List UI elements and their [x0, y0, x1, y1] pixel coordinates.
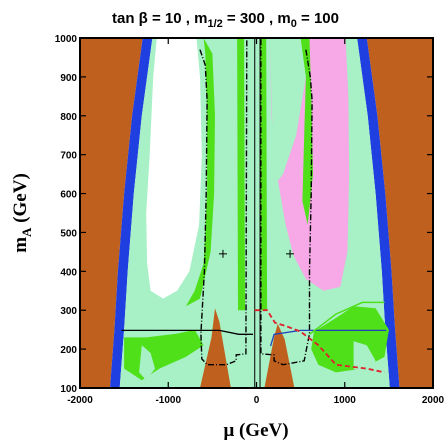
x-tick-label: -1000 [155, 395, 181, 406]
y-tick-label: 600 [60, 190, 77, 201]
central-wedge-right [264, 323, 295, 388]
y-tick-label: 200 [60, 345, 77, 356]
title-suffix: = 100 [297, 10, 339, 27]
light-lobe-lower-left [139, 345, 155, 381]
y-label-sub: A [19, 227, 34, 237]
x-axis-ticks: -2000 -1000 0 1000 2000 [67, 38, 445, 406]
y-tick-label: 1000 [55, 34, 78, 45]
light-green-overlay-right [269, 38, 310, 186]
excluded-region-left [80, 38, 143, 388]
blue-band-left [110, 38, 153, 388]
y-tick-label: 900 [60, 73, 77, 84]
title-mid: = 300 , m [223, 10, 291, 27]
parameter-regions [80, 38, 433, 388]
green-strip-center-right [260, 38, 268, 311]
green-strip-center-left [237, 38, 245, 311]
marker-cross-2 [286, 249, 295, 258]
y-axis-ticks: 100 200 300 400 500 600 700 800 900 1000 [55, 34, 433, 395]
x-tick-label: -2000 [67, 395, 93, 406]
title-prefix: tan β = 10 , m [112, 10, 207, 27]
light-lobe-lower-right [353, 341, 376, 377]
y-tick-label: 700 [60, 151, 77, 162]
y-tick-label: 300 [60, 306, 77, 317]
y-axis-label: mA (GeV) [10, 173, 34, 253]
white-region-left [146, 38, 202, 299]
title-sub-m12: 1/2 [207, 18, 222, 30]
chart-title: tan β = 10 , m1/2 = 300 , m0 = 100 [112, 10, 339, 30]
green-curve-right [309, 301, 385, 335]
title-sub-m0: 0 [291, 18, 297, 30]
y-label-main: m [10, 237, 31, 253]
y-tick-label: 100 [60, 384, 77, 395]
x-tick-label: 0 [254, 395, 260, 406]
dashdot-contour-right [260, 38, 313, 366]
dashdot-contour-left [199, 38, 248, 366]
y-tick-label: 800 [60, 112, 77, 123]
plot-area [80, 38, 433, 388]
x-axis-label: μ (GeV) [223, 420, 288, 441]
green-strip-right [300, 38, 313, 225]
red-dashed-curve [254, 309, 385, 374]
y-tick-label: 500 [60, 228, 77, 239]
horizontal-line-left [121, 329, 253, 335]
marker-cross-1 [218, 249, 227, 258]
blue-band-right [357, 38, 400, 388]
x-tick-label: 2000 [422, 395, 445, 406]
central-wedge-left [200, 308, 231, 388]
x-tick-label: 1000 [334, 395, 357, 406]
y-label-unit: (GeV) [10, 173, 31, 227]
horizontal-line-right [269, 329, 387, 347]
y-tick-label: 400 [60, 267, 77, 278]
excluded-region-right [366, 38, 433, 388]
